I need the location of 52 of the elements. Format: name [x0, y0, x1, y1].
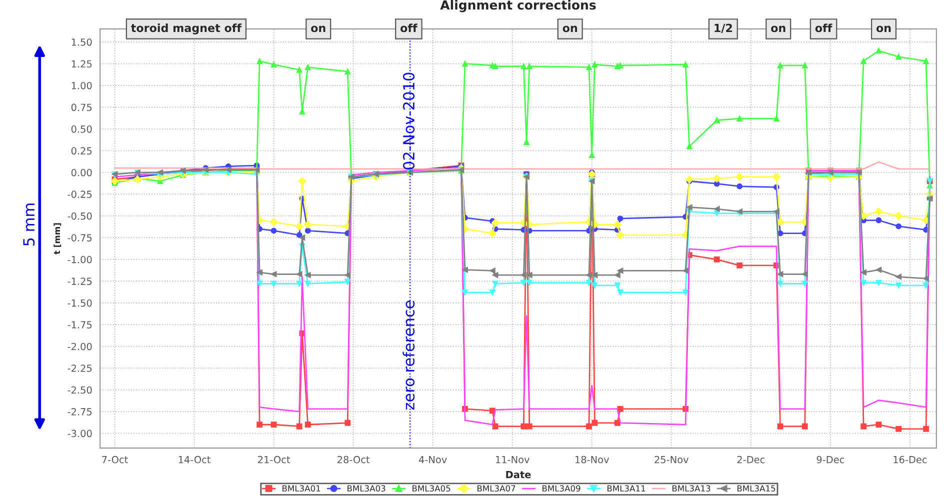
legend-label: BML3A11: [608, 485, 646, 492]
annotation: on: [562, 26, 578, 32]
annotation: 1/2: [714, 24, 732, 34]
annotation: on: [311, 26, 326, 32]
y-tick-label: 1.50: [72, 38, 92, 46]
x-tick-label: 2-Dec: [737, 456, 765, 464]
y-tick-label: 0.00: [71, 168, 92, 176]
annotation: on: [876, 26, 891, 32]
x-tick-label: 18-Nov: [576, 456, 609, 464]
chart-title: Alignment corrections: [440, 0, 596, 12]
legend-label: BML3A15: [737, 485, 776, 492]
legend-label: BML3A13: [672, 485, 710, 492]
y-tick-label: -0.75: [68, 234, 92, 242]
y-tick-label: 1.25: [72, 60, 92, 68]
legend-label: BML3A01: [282, 485, 320, 492]
annotation: toroid magnet off: [131, 24, 242, 34]
x-tick-label: 9-Dec: [816, 456, 844, 464]
x-axis-title: Date: [506, 471, 531, 478]
x-tick-label: 21-Oct: [258, 456, 290, 464]
y-tick-label: -2.75: [68, 408, 92, 416]
y-tick-label: -1.25: [68, 278, 92, 285]
x-tick-label: 14-Oct: [178, 456, 211, 464]
legend-label: BML3A07: [478, 485, 516, 492]
y-tick-label: -0.50: [68, 212, 92, 220]
x-tick-label: 28-Oct: [338, 456, 370, 464]
legend-label: BML3A03: [348, 485, 386, 492]
annotation: zero reference: [402, 300, 415, 410]
legend-label: BML3A05: [412, 485, 450, 492]
x-tick-label: 4-Nov: [418, 456, 447, 464]
y-tick-label: -1.50: [68, 299, 92, 307]
y-tick-label: 0.25: [71, 147, 92, 155]
legend-label: BML3A09: [542, 485, 580, 492]
annotation: off: [815, 24, 832, 32]
y-tick-label: -2.25: [68, 364, 92, 372]
annotation: on: [771, 26, 786, 32]
text: 5 mm: [23, 204, 35, 246]
x-tick-label: 25-Nov: [654, 456, 689, 464]
annotation: off: [400, 24, 418, 32]
y-tick-label: -0.25: [68, 190, 92, 198]
y-tick-label: 1.00: [72, 82, 92, 90]
x-tick-label: 7-Oct: [102, 456, 128, 464]
y-tick-label: -1.00: [68, 256, 92, 264]
y-tick-label: -2.00: [68, 342, 92, 350]
y-tick-label: -2.50: [68, 386, 92, 394]
y-tick-label: 0.75: [71, 104, 92, 112]
x-tick-label: 11-Nov: [496, 456, 530, 464]
x-tick-label: 16-Dec: [894, 456, 927, 464]
y-tick-label: 0.50: [71, 125, 92, 133]
y-axis-title: t [mm]: [54, 223, 62, 254]
y-tick-label: -3.00: [68, 430, 92, 438]
ref-line-label: 02-Nov-2010: [402, 72, 415, 170]
y-tick-label: -1.75: [68, 321, 92, 328]
